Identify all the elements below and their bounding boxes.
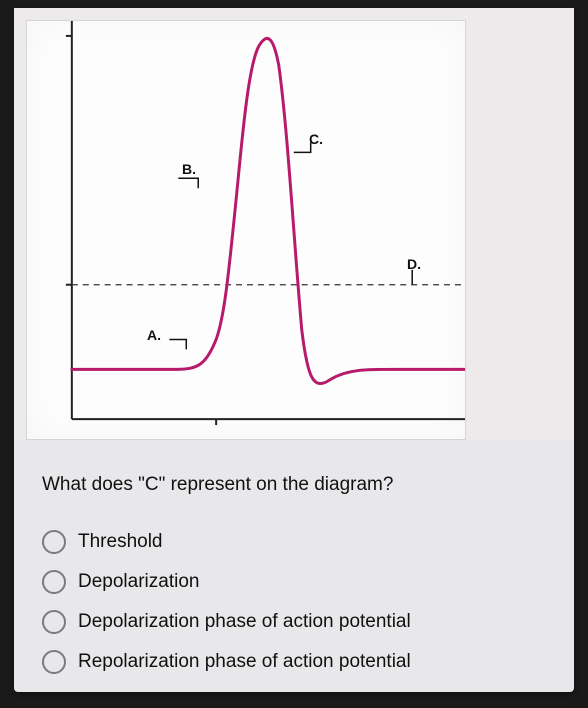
label-a: A. (147, 327, 161, 343)
radio-icon[interactable] (42, 650, 66, 674)
quiz-card: A. B. C. D. What does "C" represent on t… (14, 8, 574, 692)
option-label: Threshold (78, 531, 163, 553)
label-b: B. (182, 161, 196, 177)
pointer-b-line (178, 178, 198, 188)
label-d: D. (407, 256, 421, 272)
pointer-a-line (169, 339, 186, 349)
action-potential-diagram: A. B. C. D. (26, 20, 466, 440)
chart-container: A. B. C. D. (14, 8, 574, 440)
radio-icon[interactable] (42, 530, 66, 554)
option-row[interactable]: Repolarization phase of action potential (42, 642, 546, 682)
label-c: C. (309, 131, 323, 147)
option-row[interactable]: Depolarization phase of action potential (42, 602, 546, 642)
action-potential-curve (72, 38, 465, 383)
radio-icon[interactable] (42, 610, 66, 634)
radio-icon[interactable] (42, 570, 66, 594)
diagram-svg (27, 21, 465, 439)
option-label: Depolarization (78, 571, 199, 593)
option-row[interactable]: Depolarization (42, 562, 546, 602)
question-prompt: What does "C" represent on the diagram? (42, 474, 546, 496)
question-block: What does "C" represent on the diagram? … (14, 440, 574, 692)
option-label: Depolarization phase of action potential (78, 611, 411, 633)
option-label: Repolarization phase of action potential (78, 651, 411, 673)
option-row[interactable]: Threshold (42, 522, 546, 562)
